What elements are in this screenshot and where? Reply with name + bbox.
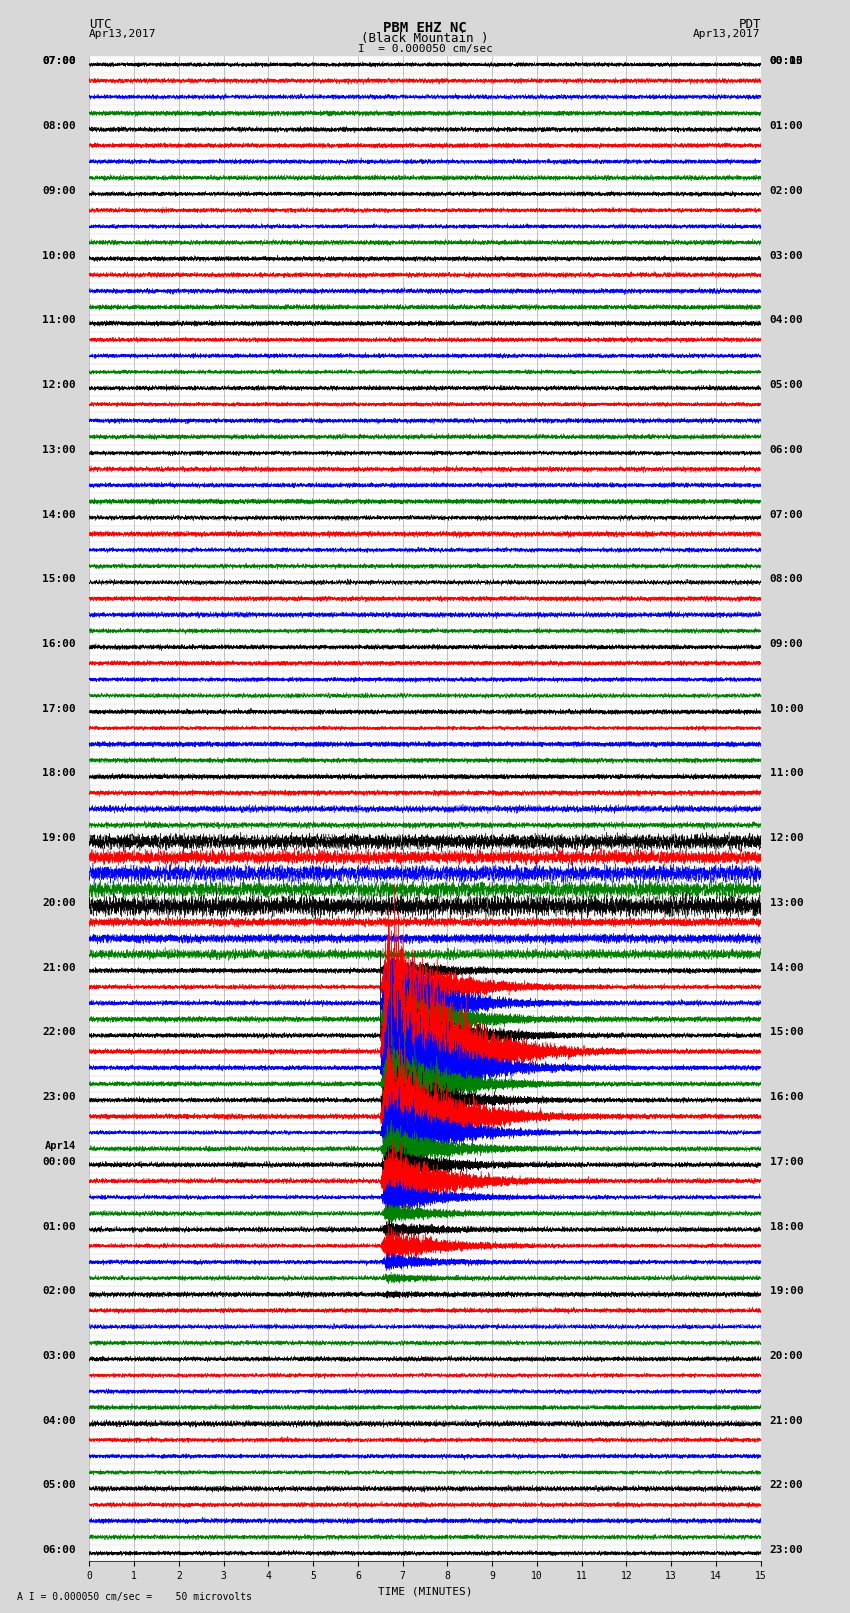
Text: 14:00: 14:00	[42, 510, 76, 519]
Text: 09:00: 09:00	[42, 185, 76, 195]
Text: 21:00: 21:00	[42, 963, 76, 973]
Text: 06:00: 06:00	[770, 445, 803, 455]
Text: 21:00: 21:00	[770, 1416, 803, 1426]
Text: 13:00: 13:00	[770, 898, 803, 908]
Text: 16:00: 16:00	[770, 1092, 803, 1102]
Text: Apr14: Apr14	[44, 1140, 76, 1150]
Text: 07:00: 07:00	[770, 510, 803, 519]
Text: 11:00: 11:00	[42, 316, 76, 326]
Text: 22:00: 22:00	[770, 1481, 803, 1490]
Text: Apr13,2017: Apr13,2017	[694, 29, 761, 39]
Text: 01:00: 01:00	[42, 1221, 76, 1232]
Text: 19:00: 19:00	[770, 1286, 803, 1297]
X-axis label: TIME (MINUTES): TIME (MINUTES)	[377, 1587, 473, 1597]
Text: 17:00: 17:00	[770, 1157, 803, 1166]
Text: 18:00: 18:00	[770, 1221, 803, 1232]
Text: 01:00: 01:00	[770, 121, 803, 131]
Text: 17:00: 17:00	[42, 703, 76, 713]
Text: 19:00: 19:00	[42, 834, 76, 844]
Text: 00:15: 00:15	[770, 56, 803, 66]
Text: 18:00: 18:00	[42, 768, 76, 779]
Text: 05:00: 05:00	[42, 1481, 76, 1490]
Text: UTC: UTC	[89, 18, 111, 31]
Text: (Black Mountain ): (Black Mountain )	[361, 32, 489, 45]
Text: 03:00: 03:00	[42, 1352, 76, 1361]
Text: I  = 0.000050 cm/sec: I = 0.000050 cm/sec	[358, 44, 492, 53]
Text: 12:00: 12:00	[42, 381, 76, 390]
Text: 10:00: 10:00	[770, 703, 803, 713]
Text: A I = 0.000050 cm/sec =    50 microvolts: A I = 0.000050 cm/sec = 50 microvolts	[17, 1592, 252, 1602]
Text: 12:00: 12:00	[770, 834, 803, 844]
Text: 10:00: 10:00	[42, 250, 76, 261]
Text: 20:00: 20:00	[42, 898, 76, 908]
Text: 04:00: 04:00	[42, 1416, 76, 1426]
Text: 16:00: 16:00	[42, 639, 76, 648]
Text: 02:00: 02:00	[770, 185, 803, 195]
Text: 15:00: 15:00	[770, 1027, 803, 1037]
Text: 23:00: 23:00	[42, 1092, 76, 1102]
Text: 06:00: 06:00	[42, 1545, 76, 1555]
Text: 04:00: 04:00	[770, 316, 803, 326]
Text: 00:00: 00:00	[770, 56, 803, 66]
Text: 08:00: 08:00	[770, 574, 803, 584]
Text: 09:00: 09:00	[770, 639, 803, 648]
Text: Apr13,2017: Apr13,2017	[89, 29, 156, 39]
Text: PBM EHZ NC: PBM EHZ NC	[383, 21, 467, 35]
Text: 22:00: 22:00	[42, 1027, 76, 1037]
Text: PDT: PDT	[739, 18, 761, 31]
Text: 23:00: 23:00	[770, 1545, 803, 1555]
Text: 15:00: 15:00	[42, 574, 76, 584]
Text: 11:00: 11:00	[770, 768, 803, 779]
Text: 13:00: 13:00	[42, 445, 76, 455]
Text: 20:00: 20:00	[770, 1352, 803, 1361]
Text: 05:00: 05:00	[770, 381, 803, 390]
Text: 03:00: 03:00	[770, 250, 803, 261]
Text: 07:00: 07:00	[42, 56, 76, 66]
Text: 08:00: 08:00	[42, 121, 76, 131]
Text: 14:00: 14:00	[770, 963, 803, 973]
Text: 00:00: 00:00	[42, 1157, 76, 1166]
Text: 02:00: 02:00	[42, 1286, 76, 1297]
Text: 07:00: 07:00	[42, 56, 76, 66]
